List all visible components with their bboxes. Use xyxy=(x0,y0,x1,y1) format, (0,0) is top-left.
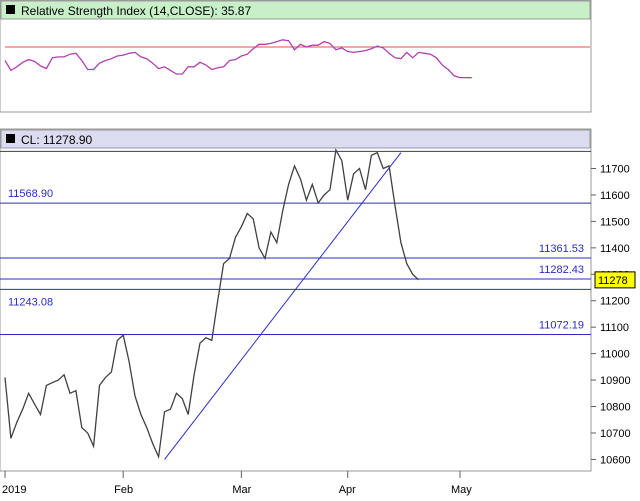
y-tick-label: 11200 xyxy=(600,296,630,308)
x-month-label: Mar xyxy=(232,484,251,496)
price-plot-layer: 11568.90 11361.53 11282.43 11243.08 11072.19 xyxy=(0,148,591,460)
level-label: 11282.43 xyxy=(539,264,584,276)
y-tick-label: 11400 xyxy=(600,243,630,255)
y-tick-label: 11700 xyxy=(600,164,630,176)
level-label: 11361.53 xyxy=(539,243,584,255)
price-panel-frame xyxy=(0,128,592,472)
price-title: CL: 11278.90 xyxy=(21,133,92,147)
y-tick-label: 11000 xyxy=(600,349,630,361)
rsi-plot-layer xyxy=(4,39,590,79)
y-tick-label: 11100 xyxy=(600,322,629,334)
level-label: 11072.19 xyxy=(539,320,584,332)
y-tick-label: 11500 xyxy=(600,216,630,228)
level-label: 11568.90 xyxy=(8,188,53,200)
x-month-label: Feb xyxy=(114,484,133,496)
price-series-line xyxy=(4,148,420,460)
x-month-label: May xyxy=(451,484,472,496)
y-tick-label: 10900 xyxy=(600,375,631,387)
rsi-header-bar xyxy=(0,0,591,20)
level-label: 11243.08 xyxy=(8,296,53,308)
x-month-label: Apr xyxy=(339,484,356,496)
rsi-title: Relative Strength Index (14,CLOSE): 35.8… xyxy=(21,4,251,18)
rsi-header-square-icon xyxy=(6,5,15,14)
x-month-label: 2019 xyxy=(2,484,26,496)
y-tick-label: 10800 xyxy=(600,402,631,414)
price-panel: CL: 11278.90 11568.90 11361.53 11282.43 112… xyxy=(0,128,636,472)
y-tick-label: 11600 xyxy=(600,190,630,202)
y-tick-label: 10700 xyxy=(600,428,631,440)
rsi-series-line xyxy=(4,39,472,79)
rsi-panel: Relative Strength Index (14,CLOSE): 35.8… xyxy=(0,0,592,113)
price-y-axis: 1060010700108001090011000111001120011300… xyxy=(591,164,636,466)
y-tick-label: 10600 xyxy=(600,454,631,466)
time-axis: 2019 Feb Mar Apr May xyxy=(0,470,591,496)
last-value-label: 11278 xyxy=(598,275,628,287)
price-header-square-icon xyxy=(6,134,15,143)
price-header-bar xyxy=(0,129,591,149)
last-value-badge xyxy=(594,271,636,289)
trend-line xyxy=(164,152,402,460)
